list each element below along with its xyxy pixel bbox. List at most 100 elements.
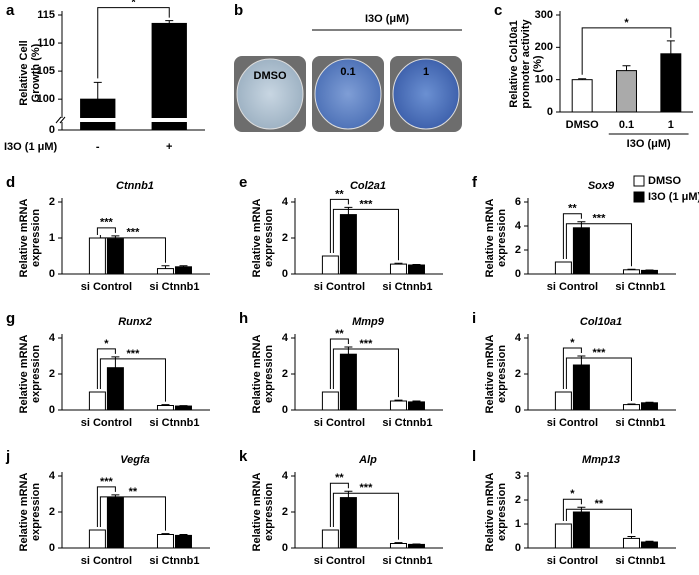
significance-label: *** — [593, 347, 607, 359]
significance-bracket — [96, 227, 116, 235]
panel-label: l — [472, 448, 476, 465]
bar — [554, 391, 572, 411]
panel-title: Mmp9 — [352, 316, 385, 328]
x-tick-label: si Control — [547, 555, 598, 567]
significance-label: *** — [360, 338, 374, 350]
significance-bracket — [99, 358, 166, 402]
x-tick-label: si Ctnnb1 — [615, 555, 665, 567]
bar — [156, 405, 174, 411]
error-bar — [627, 403, 636, 405]
significance-label: ** — [595, 498, 604, 510]
significance-label: *** — [100, 476, 114, 488]
significance-bracket — [96, 486, 116, 527]
y-tick-label: 300 — [535, 9, 553, 21]
y-tick-label: 0 — [49, 268, 55, 280]
y-tick-label: 2 — [282, 368, 288, 380]
y-tick-label: 0 — [282, 542, 288, 554]
y-tick-label: 105 — [37, 65, 55, 77]
bar — [640, 541, 658, 549]
panel-label: h — [239, 310, 248, 327]
legend-swatch — [633, 191, 645, 203]
y-tick-label: 0 — [547, 106, 553, 118]
significance-bracket — [581, 27, 672, 75]
significance-label: * — [570, 337, 575, 349]
significance-bracket — [329, 338, 349, 389]
significance-bracket — [562, 498, 582, 521]
group-label: I3O (μM) — [627, 138, 671, 150]
significance-label: ** — [129, 486, 138, 498]
panel-title: Runx2 — [118, 316, 152, 328]
y-tick-label: 100 — [535, 74, 553, 86]
significance-bracket — [97, 7, 170, 79]
y-tick-label: 100 — [37, 93, 55, 105]
legend-label: I3O (1 μM) — [648, 191, 699, 203]
significance-bracket — [329, 198, 349, 253]
significance-bracket — [96, 348, 116, 389]
error-bar — [645, 540, 654, 542]
error-bar — [394, 542, 403, 544]
panel-label: i — [472, 310, 476, 327]
error-bar — [627, 535, 636, 539]
significance-label: *** — [360, 198, 374, 210]
x-tick-label: si Ctnnb1 — [149, 281, 199, 293]
significance-bracket — [99, 235, 166, 263]
bar — [622, 537, 640, 549]
bar — [572, 511, 590, 549]
significance-bracket — [565, 357, 632, 402]
bar — [174, 534, 192, 549]
x-tick-label: - — [96, 141, 100, 153]
bar — [640, 269, 658, 275]
error-bar — [577, 355, 586, 365]
significance-bracket — [99, 496, 166, 531]
bar — [339, 497, 357, 549]
significance-label: *** — [593, 213, 607, 225]
significance-label: ** — [568, 203, 577, 215]
panel-label: j — [5, 448, 10, 465]
y-axis-label: Relative Col10a1 promoter activity (%) — [508, 18, 544, 109]
legend-label: DMSO — [648, 175, 681, 187]
bar — [174, 405, 192, 411]
significance-bracket — [565, 223, 632, 267]
y-axis-label: Relative mRNA expression — [484, 198, 508, 278]
significance-label: * — [624, 17, 629, 29]
error-bar — [394, 262, 403, 265]
significance-label: * — [104, 338, 109, 350]
bar — [389, 543, 407, 549]
bar — [106, 238, 124, 275]
axis-break-gap — [56, 118, 207, 122]
y-axis-label: Relative mRNA expression — [251, 472, 275, 552]
dish-label: 1 — [423, 66, 429, 78]
error-bar — [161, 404, 170, 406]
bar — [106, 497, 124, 549]
panel-title: Col2a1 — [350, 180, 386, 192]
x-tick-label: si Control — [81, 281, 132, 293]
significance-bracket — [562, 347, 582, 389]
x-tick-label: si Ctnnb1 — [382, 281, 432, 293]
y-tick-label: 2 — [515, 368, 521, 380]
panel-label: e — [239, 174, 247, 191]
group-label: I3O (μM) — [365, 13, 409, 25]
y-tick-label: 0 — [49, 124, 55, 136]
y-tick-label: 6 — [515, 196, 521, 208]
x-tick-label: si Ctnnb1 — [382, 417, 432, 429]
bar — [389, 263, 407, 275]
error-bar — [179, 534, 188, 536]
y-tick-label: 0 — [282, 404, 288, 416]
y-tick-label: 0 — [515, 268, 521, 280]
bar — [321, 391, 339, 411]
x-tick-label: 0.1 — [619, 119, 634, 131]
y-tick-label: 200 — [535, 41, 553, 53]
error-bar — [344, 346, 353, 355]
error-bar — [412, 263, 421, 265]
y-tick-label: 2 — [49, 506, 55, 518]
dish — [236, 58, 304, 130]
significance-label: *** — [360, 482, 374, 494]
bar — [622, 404, 640, 411]
x-axis-label: I3O (1 μM) — [4, 141, 58, 153]
bar — [571, 79, 593, 113]
error-bar — [93, 81, 102, 100]
x-tick-label: si Ctnnb1 — [615, 281, 665, 293]
x-tick-label: si Ctnnb1 — [615, 417, 665, 429]
x-tick-label: si Ctnnb1 — [149, 417, 199, 429]
